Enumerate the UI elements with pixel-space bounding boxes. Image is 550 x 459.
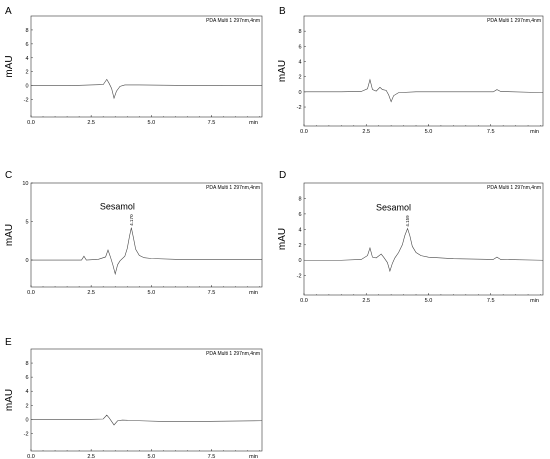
x-axis-label: min: [249, 454, 258, 459]
peak-annotation: Sesamol: [100, 202, 135, 212]
y-tick-label: 4: [25, 56, 28, 62]
x-tick-label: 2.5: [362, 298, 370, 304]
x-tick-label: 2.5: [87, 454, 95, 459]
chart-panel-b: B PDA Multi 1 297nm,4nm mAU -2 0 2 4 6 8 0.0 2.5 5.…: [277, 6, 544, 135]
peak-annotation: Sesamol: [376, 203, 411, 213]
x-tick-label: 5.0: [425, 298, 433, 304]
y-axis-label: mAU: [277, 60, 288, 82]
x-tick-label: 5.0: [425, 129, 433, 135]
x-tick-label: 5.0: [147, 120, 155, 126]
y-tick-label: 0: [298, 258, 301, 264]
panel-letter: E: [5, 337, 12, 348]
chromatogram-trace: [31, 227, 262, 276]
y-tick-label: 2: [298, 75, 301, 81]
panel-letter: A: [5, 6, 12, 17]
x-tick-label: 0.0: [27, 120, 35, 126]
panel-letter: C: [5, 170, 12, 181]
plot-frame: [303, 15, 544, 127]
plot-frame: [303, 182, 544, 296]
y-tick-label: 8: [298, 196, 301, 202]
y-tick-label: 0: [25, 84, 28, 90]
x-tick-label: 0.0: [300, 298, 308, 304]
plot-frame: [30, 348, 263, 452]
x-axis-label: min: [530, 129, 539, 135]
panel-letter: D: [279, 170, 286, 181]
y-axis-label: mAU: [4, 224, 15, 246]
y-tick-label: 0: [298, 90, 301, 96]
x-axis-label: min: [249, 290, 258, 296]
y-tick-label: 4: [298, 60, 301, 66]
plot-frame: [30, 15, 263, 118]
plot-frame: [30, 182, 263, 288]
chromatogram-trace: [31, 414, 263, 426]
y-tick-label: 6: [25, 42, 28, 48]
y-tick-label: 6: [298, 44, 301, 50]
y-tick-label: -2: [24, 431, 29, 437]
x-tick-label: 2.5: [87, 290, 95, 296]
y-tick-label: -2: [297, 105, 302, 111]
detector-label: PDA Multi 1 297nm,4nm: [206, 18, 260, 24]
y-tick-label: 4: [25, 389, 28, 395]
y-axis-label: mAU: [277, 228, 288, 250]
chromatogram-trace: [304, 227, 544, 273]
y-tick-label: 2: [25, 70, 28, 76]
x-axis-label: min: [249, 120, 258, 126]
y-tick-label: 0: [25, 417, 28, 423]
detector-label: PDA Multi 1 297nm,4nm: [206, 185, 260, 191]
x-tick-label: 5.0: [147, 454, 155, 459]
x-tick-label: 7.5: [208, 454, 216, 459]
chromatogram-trace: [31, 78, 262, 100]
y-tick-label: 10: [22, 181, 28, 187]
x-tick-label: 2.5: [362, 129, 370, 135]
y-tick-label: 0: [25, 258, 28, 264]
y-tick-label: 6: [25, 375, 28, 381]
y-tick-label: -2: [297, 274, 302, 280]
y-tick-label: -2: [24, 98, 29, 104]
x-tick-label: 0.0: [27, 454, 35, 459]
y-tick-label: 4: [298, 227, 301, 233]
x-tick-label: 2.5: [87, 120, 95, 126]
detector-label: PDA Multi 1 297nm,4nm: [487, 18, 541, 24]
chart-panel-c: C PDA Multi 1 297nm,4nm mAU 0 5 10 0.0 2.5 5.0 7.…: [4, 170, 263, 296]
peak-retention-label: 4.159: [405, 215, 410, 227]
y-tick-label: 2: [298, 243, 301, 249]
peak-retention-label: 4.170: [129, 214, 134, 226]
chart-panel-d: D PDA Multi 1 297nm,4nm mAU -2 0 2 4 6 8 0.0 2.5 5.…: [277, 170, 544, 304]
detector-label: PDA Multi 1 297nm,4nm: [206, 351, 260, 357]
chart-panel-a: A PDA Multi 1 297nm,4nm mAU -2 0 2 4 6 8 0.0 2.5 5.…: [4, 6, 263, 126]
y-tick-label: 8: [25, 28, 28, 34]
y-tick-label: 6: [298, 212, 301, 218]
x-tick-label: 7.5: [487, 129, 495, 135]
panel-letter: B: [279, 6, 286, 17]
y-tick-label: 5: [25, 220, 28, 226]
detector-label: PDA Multi 1 297nm,4nm: [487, 185, 541, 191]
y-tick-label: 8: [298, 29, 301, 35]
y-tick-label: 2: [25, 403, 28, 409]
x-tick-label: 0.0: [300, 129, 308, 135]
x-tick-label: 7.5: [487, 298, 495, 304]
x-tick-label: 7.5: [208, 120, 216, 126]
x-axis-label: min: [530, 298, 539, 304]
x-tick-label: 5.0: [147, 290, 155, 296]
chromatogram-trace: [304, 78, 544, 103]
chart-panel-e: E PDA Multi 1 297nm,4nm mAU -2 0 2 4 6 8 0.0 2.5 5.…: [4, 337, 263, 459]
x-tick-label: 7.5: [208, 290, 216, 296]
y-tick-label: 8: [25, 361, 28, 367]
y-axis-label: mAU: [4, 55, 15, 77]
x-tick-label: 0.0: [27, 290, 35, 296]
y-axis-label: mAU: [4, 389, 15, 411]
